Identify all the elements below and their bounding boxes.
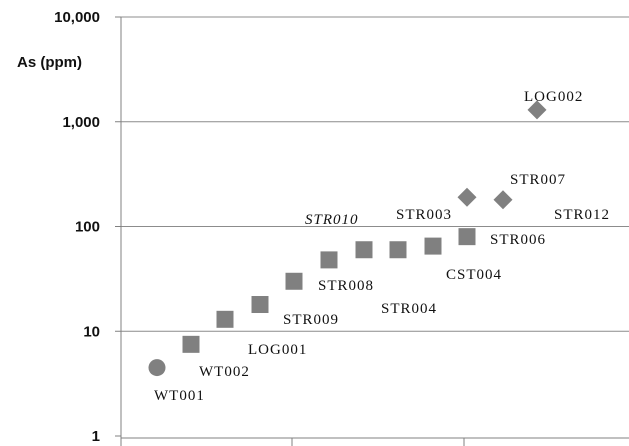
axes [120,17,629,446]
point-labels: WT001 WT002 LOG001 STR009 STR008 STR010 STR004… [154,89,610,404]
data-point-square [355,241,373,259]
data-point-diamond [527,100,547,120]
point-label-str007: STR007 [510,172,566,188]
point-label-str009: STR009 [283,312,339,328]
point-label-str008: STR008 [318,278,374,294]
point-label-str006: STR006 [490,232,546,248]
y-axis-title: As (ppm) [17,54,82,71]
point-label-str012: STR012 [554,207,610,223]
data-point-square [458,228,476,246]
data-point-diamond [493,190,513,210]
y-tick-label: 1,000 [62,114,100,131]
data-point-square [182,335,200,353]
point-label-str004: STR004 [381,301,437,317]
gridlines [115,16,629,437]
y-tick-label: 1 [92,428,100,445]
y-tick-label: 100 [75,219,100,236]
point-label-str003: STR003 [396,207,452,223]
point-label-cst004: CST004 [446,267,502,283]
y-tick-label: 10 [83,323,100,340]
data-point-square [424,237,442,255]
point-label-log001: LOG001 [248,342,307,358]
data-point-square [251,296,269,314]
data-point-diamond [457,187,477,207]
data-point-square [320,251,338,269]
data-point-circle [148,359,166,377]
point-label-str010: STR010 [305,212,359,228]
data-point-square [285,272,303,290]
data-point-square [216,310,234,328]
data-points [148,100,547,377]
point-label-wt002: WT002 [199,364,250,380]
y-tick-labels: 10,000 1,000 100 10 1 [54,9,100,445]
data-point-square [389,241,407,259]
y-tick-label: 10,000 [54,9,100,26]
point-label-wt001: WT001 [154,388,205,404]
point-label-log002: LOG002 [524,89,583,105]
